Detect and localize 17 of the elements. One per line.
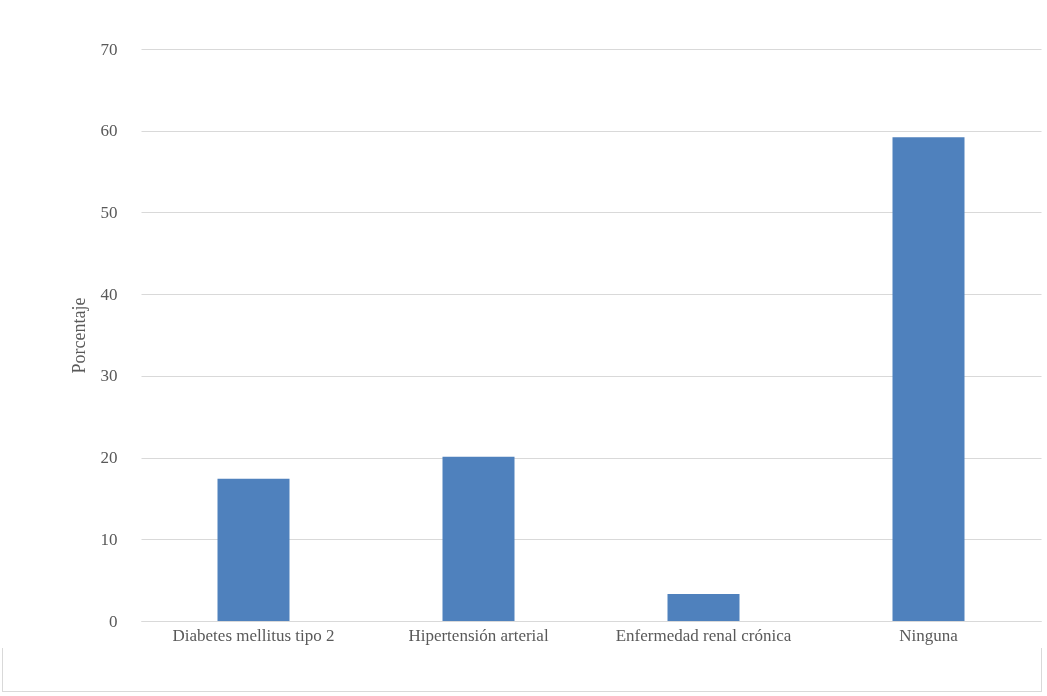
y-axis-title: Porcentaje <box>68 297 89 374</box>
x-tick-label: Ninguna <box>899 625 959 645</box>
y-tick-label: 30 <box>100 366 118 386</box>
bar <box>442 456 515 621</box>
x-tick-label: Enfermedad renal crónica <box>615 625 792 645</box>
y-tick-label: 60 <box>100 121 118 141</box>
x-tick-label: Diabetes mellitus tipo 2 <box>172 625 335 645</box>
y-tick-label: 70 <box>100 39 118 59</box>
y-tick-label: 20 <box>100 448 118 468</box>
x-tick-label: Hipertensión arterial <box>408 625 549 645</box>
bar <box>892 137 965 621</box>
y-tick-label: 40 <box>100 284 118 304</box>
bar <box>667 594 740 621</box>
y-tick-label: 0 <box>109 611 118 631</box>
y-tick-label: 50 <box>100 202 118 222</box>
bar <box>217 478 290 621</box>
y-tick-label: 10 <box>100 529 118 549</box>
